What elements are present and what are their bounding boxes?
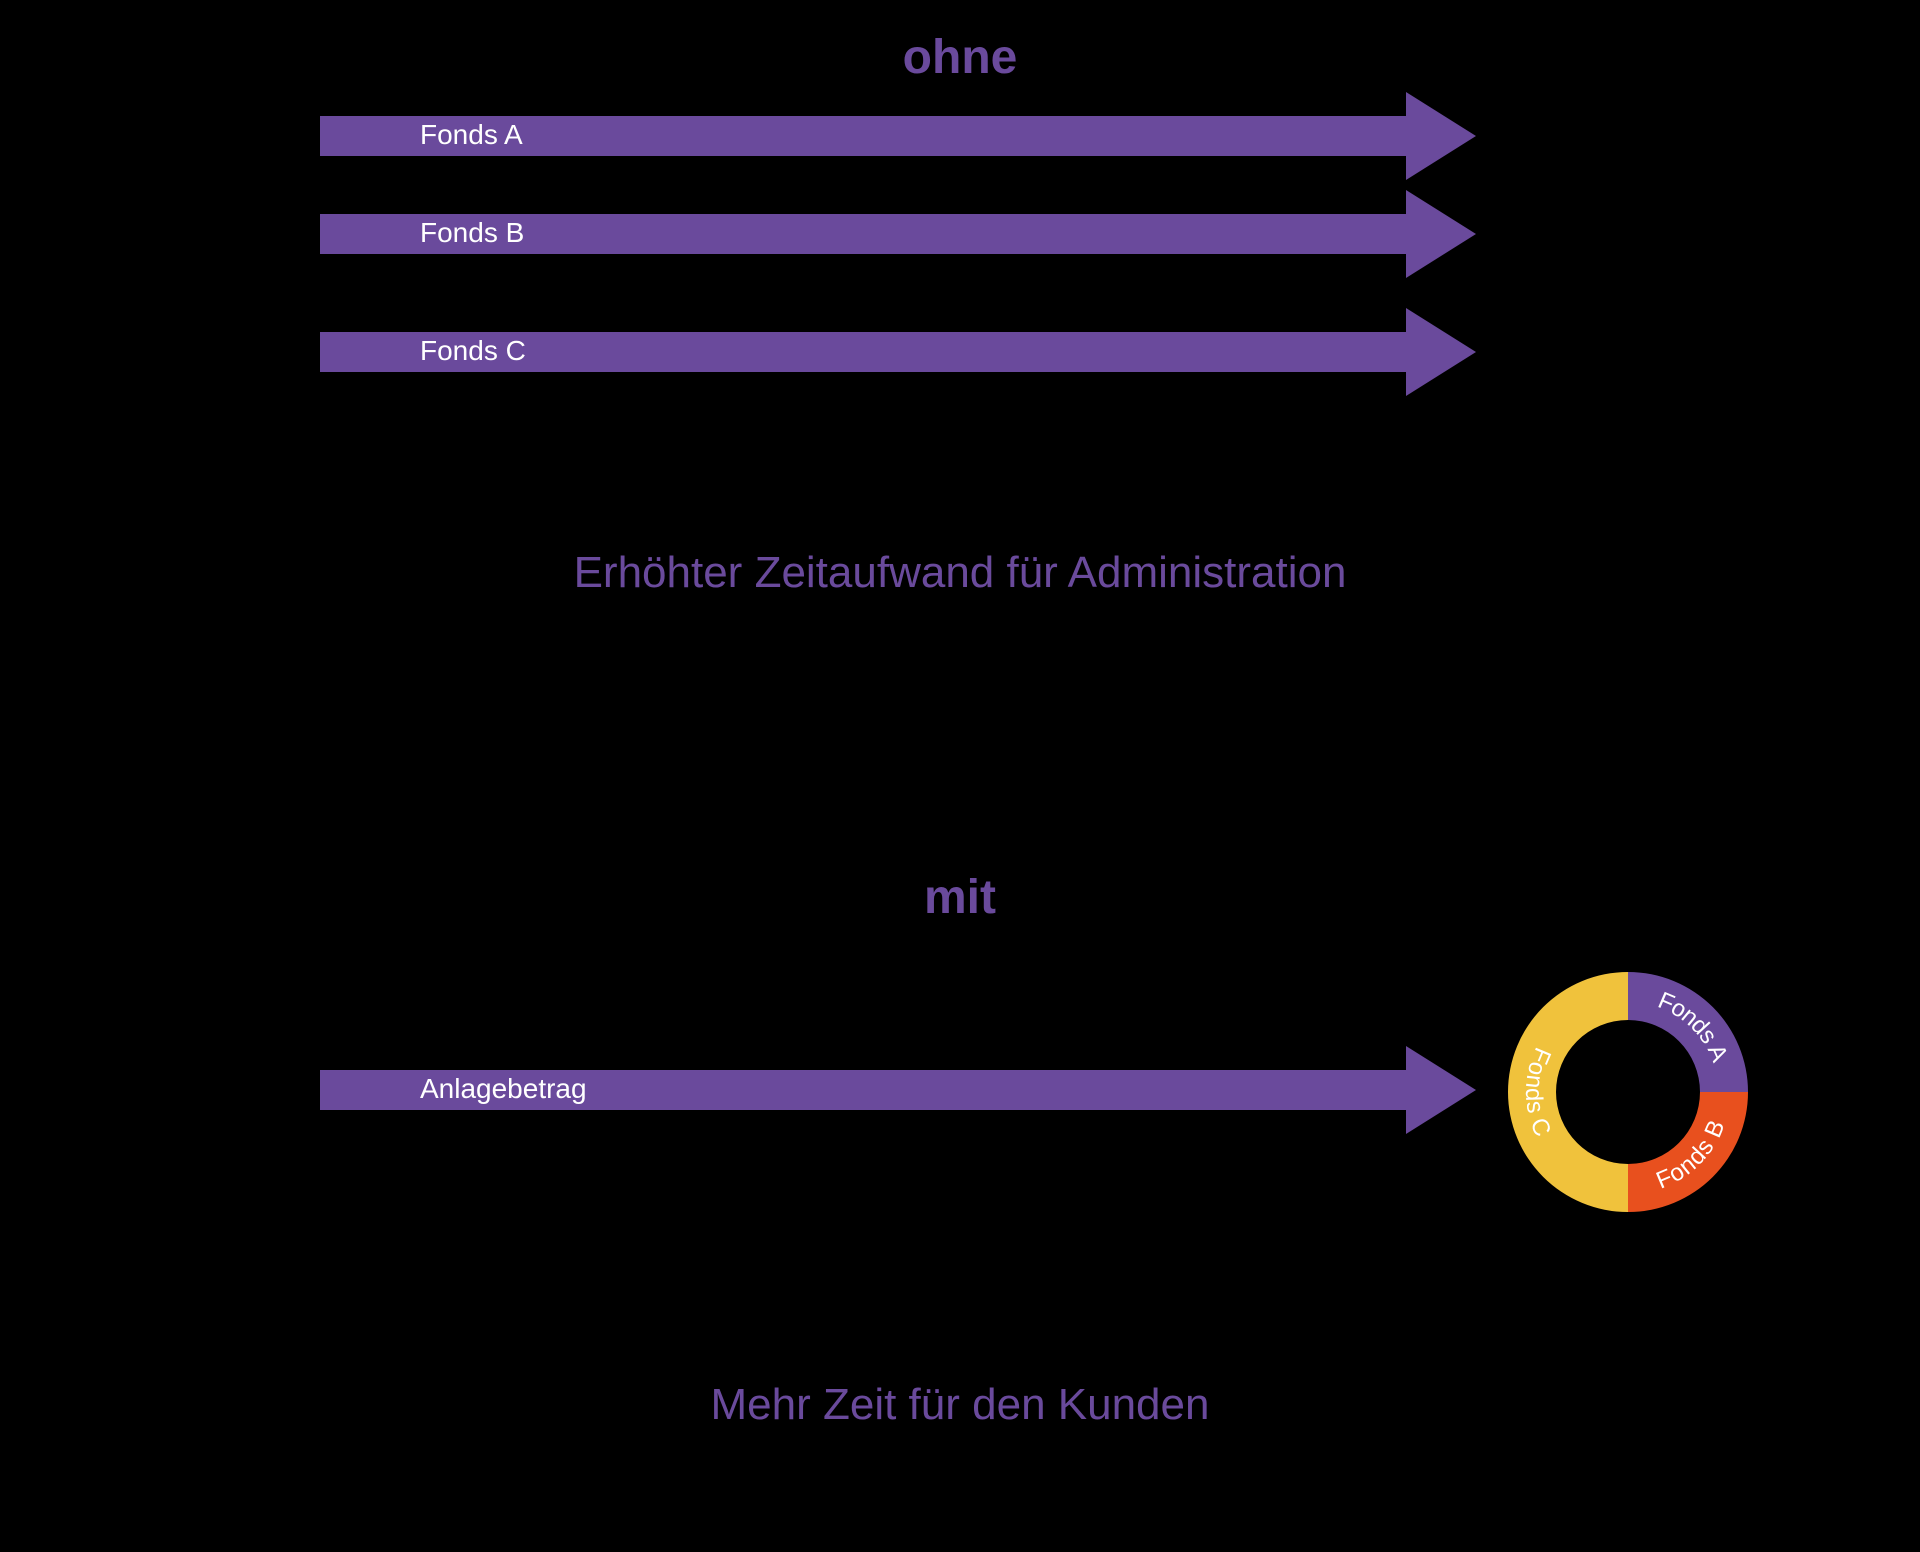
donut-chart: Fonds AFonds BFonds C: [1500, 964, 1756, 1220]
arrow-head-icon: [1406, 92, 1476, 180]
arrow-head-icon: [1406, 308, 1476, 396]
arrow-label: Fonds B: [420, 217, 524, 249]
arrow-head-icon: [1406, 190, 1476, 278]
top-heading: ohne: [0, 30, 1920, 85]
arrow-label: Fonds A: [420, 119, 523, 151]
diagram-root: ohne Fonds AFonds BFonds C Erhöhter Zeit…: [0, 0, 1920, 1552]
bottom-heading: mit: [0, 870, 1920, 925]
arrow-top-0: Fonds A: [320, 92, 1476, 180]
bottom-subheading: Mehr Zeit für den Kunden: [0, 1380, 1920, 1430]
arrow-label: Anlagebetrag: [420, 1073, 587, 1105]
arrow-bottom-0: Anlagebetrag: [320, 1046, 1476, 1134]
top-subheading: Erhöhter Zeitaufwand für Administration: [0, 548, 1920, 598]
arrow-head-icon: [1406, 1046, 1476, 1134]
arrow-top-1: Fonds B: [320, 190, 1476, 278]
arrow-top-2: Fonds C: [320, 308, 1476, 396]
arrow-label: Fonds C: [420, 335, 526, 367]
